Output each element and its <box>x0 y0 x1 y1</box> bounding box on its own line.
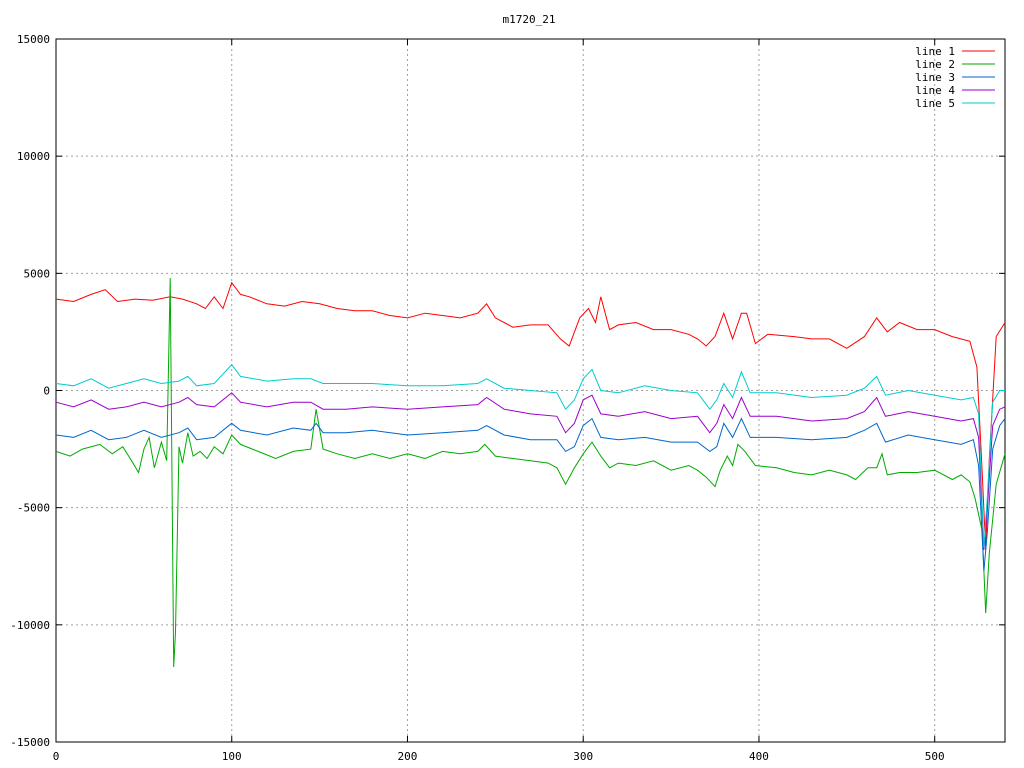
y-tick-label: 0 <box>43 385 50 398</box>
series-lines <box>55 277 1006 668</box>
series-line-4 <box>55 392 1006 550</box>
legend-label-line-3: line 3 <box>915 71 955 84</box>
x-tick-label: 200 <box>398 750 418 763</box>
x-tick-label: 100 <box>222 750 242 763</box>
x-axis: 0 100 200 300 400 500 <box>53 39 945 763</box>
y-tick-label: -5000 <box>17 502 50 515</box>
y-axis: -15000 -10000 -5000 0 5000 10000 15000 <box>10 33 1005 749</box>
y-tick-label: 15000 <box>17 33 50 46</box>
legend-label-line-2: line 2 <box>915 58 955 71</box>
x-tick-label: 300 <box>573 750 593 763</box>
legend-label-line-1: line 1 <box>915 45 955 58</box>
y-tick-label: 5000 <box>24 267 51 280</box>
x-tick-label: 0 <box>53 750 60 763</box>
y-tick-label: 10000 <box>17 150 50 163</box>
series-line-3 <box>55 417 1006 571</box>
series-line-2 <box>55 277 1006 668</box>
x-tick-label: 500 <box>925 750 945 763</box>
chart-title: m1720_21 <box>503 13 556 26</box>
series-line-1 <box>55 281 1006 550</box>
legend-label-line-4: line 4 <box>915 84 955 97</box>
y-tick-label: -10000 <box>10 619 50 632</box>
legend-label-line-5: line 5 <box>915 97 955 110</box>
series-line-5 <box>55 363 1005 548</box>
y-tick-label: -15000 <box>10 736 50 749</box>
grid-lines <box>56 39 1005 742</box>
x-tick-label: 400 <box>749 750 769 763</box>
